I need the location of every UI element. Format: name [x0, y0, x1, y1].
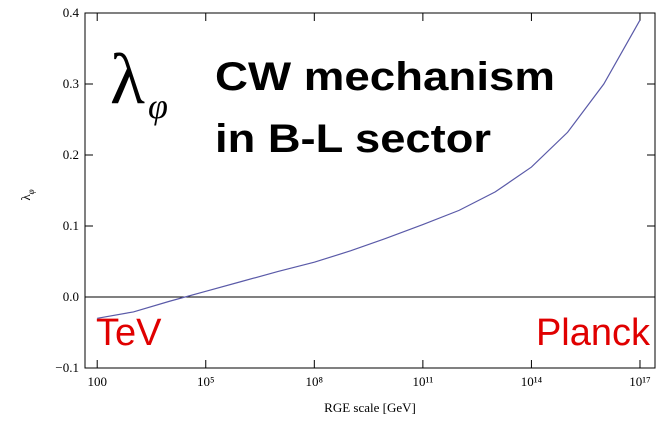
line: [97, 19, 641, 319]
x-axis-label: RGE scale [GeV]: [324, 400, 416, 415]
high-end-label: Planck: [536, 312, 651, 354]
headline: CW mechanism: [215, 55, 555, 99]
x-tick-label: 10⁵: [197, 374, 215, 389]
low-end-label: TeV: [96, 312, 162, 354]
y-axis-label-sub: φ: [26, 189, 36, 194]
x-tick-label: 10¹⁴: [521, 374, 543, 389]
x-tick-label: 10⁸: [306, 374, 324, 389]
y-axis-label-main: λ: [18, 194, 33, 201]
y-axis-label: λφ: [18, 189, 36, 200]
y-tick-label: −0.1: [55, 360, 79, 375]
y-tick-label: 0.2: [63, 147, 79, 162]
y-tick-label: 0.4: [63, 5, 80, 20]
x-tick-label: 10¹⁷: [629, 374, 650, 389]
headline: in B-L sector: [215, 117, 491, 161]
x-tick-label: 100: [87, 374, 107, 389]
symbol: λ: [110, 39, 145, 119]
plot-frame: [84, 12, 656, 369]
y-tick-label: 0.3: [63, 76, 79, 91]
x-tick-label: 10¹¹: [412, 374, 433, 389]
symbol-sub: φ: [148, 86, 168, 126]
y-tick-label: 0.0: [63, 289, 79, 304]
y-tick-label: 0.1: [63, 218, 79, 233]
